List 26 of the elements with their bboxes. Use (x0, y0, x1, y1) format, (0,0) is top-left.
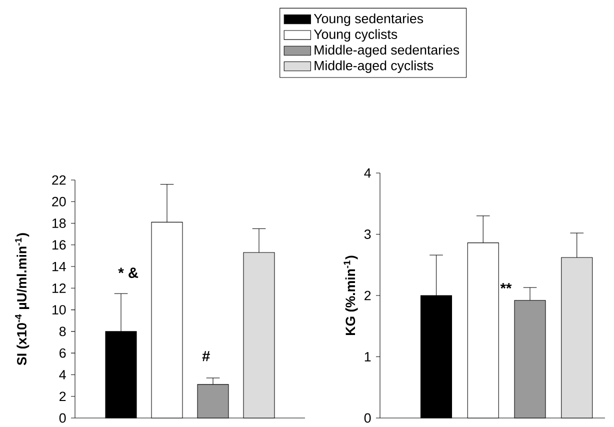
annotation: * & (118, 268, 138, 278)
y-tick-label: 12 (52, 284, 66, 293)
y-tick-label: 16 (52, 240, 66, 250)
y-tick-label: 6 (60, 348, 66, 358)
y-tick-label: 18 (52, 218, 66, 228)
y-tick-label: 2 (60, 392, 66, 402)
annotation: ** (500, 283, 512, 289)
legend-label: Young cyclists (314, 29, 398, 42)
legend-label: Middle-aged sedentaries (314, 44, 460, 58)
y-tick-label: 20 (52, 196, 66, 206)
y-axis-title: SI (x10$^{-4}$ µU/ml.min$^{-1}$) (15, 233, 30, 366)
y-tick-label: 22 (52, 175, 66, 185)
annotation: # (202, 351, 210, 362)
y-tick-label: 1 (364, 352, 371, 362)
y-tick-label: 4 (59, 370, 66, 380)
legend-label: Young sedentaries (314, 14, 424, 26)
y-axis-title: KG (%.min$^{-1}$) (344, 256, 358, 335)
y-tick-label: 10 (52, 305, 66, 315)
y-tick-label: 14 (52, 262, 66, 272)
y-tick-label: 0 (59, 413, 66, 423)
y-tick-label: 0 (364, 413, 371, 423)
y-tick-label: 4 (364, 168, 371, 178)
y-tick-label: 2 (364, 290, 371, 300)
legend-label: Middle-aged cyclists (314, 60, 434, 73)
y-tick-label: 8 (59, 326, 66, 336)
y-tick-label: 3 (364, 230, 371, 239)
